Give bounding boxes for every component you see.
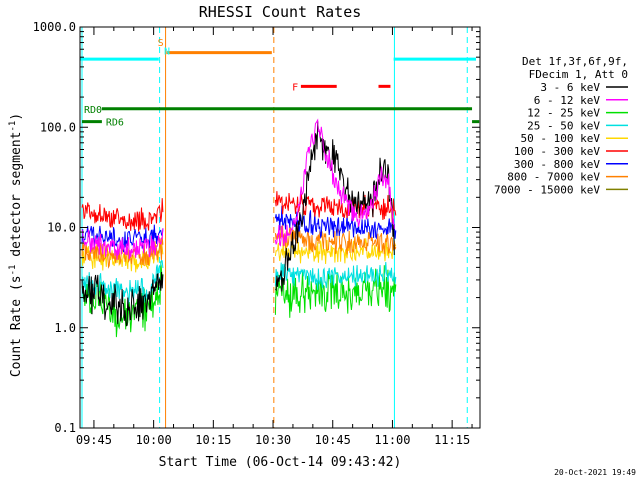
legend-label: 3 - 6 keV (540, 81, 600, 94)
chart-title: RHESSI Count Rates (199, 3, 362, 21)
legend-label: 300 - 800 keV (514, 158, 600, 171)
axes (79, 26, 481, 429)
series-group (81, 118, 397, 338)
legend-header-line: FDecim 1, Att 0 (529, 68, 628, 81)
y-axis-label: Count Rate (s-1 detector segment-1) (8, 113, 24, 377)
y-axis-label-part: detector segment (9, 132, 24, 265)
y-tick-label: 1000.0 (33, 20, 76, 34)
flag-label: RD0 (84, 105, 102, 116)
x-tick-label: 10:15 (195, 433, 231, 447)
flag-label: N (164, 46, 170, 57)
series-line (274, 191, 397, 223)
y-axis-label-superscript: -1 (8, 121, 18, 132)
y-axis-label-part: ) (9, 113, 24, 121)
flag-label: F (292, 82, 298, 93)
series-line (274, 265, 397, 318)
legend-header-line: Det 1f,3f,6f,9f, (522, 55, 628, 68)
x-tick-label: 11:15 (434, 433, 470, 447)
series-line (81, 228, 164, 260)
y-tick-label: 100.0 (40, 120, 76, 134)
x-tick-label: 10:30 (255, 433, 291, 447)
y-tick-label: 10.0 (47, 221, 76, 235)
x-tick-label: 11:00 (374, 433, 410, 447)
legend-label: 50 - 100 keV (521, 132, 601, 145)
y-tick-label: 0.1 (54, 421, 76, 435)
x-tick-label: 10:00 (136, 433, 172, 447)
series-line (274, 261, 397, 290)
x-axis-label: Start Time (06-Oct-14 09:43:42) (159, 455, 402, 470)
legend-label: 100 - 300 keV (514, 145, 600, 158)
series-line (274, 118, 395, 247)
x-tick-label: 09:45 (76, 433, 112, 447)
flag-label: RD6 (106, 118, 124, 129)
x-tick-label: 10:45 (315, 433, 351, 447)
flag-labels: SN F RD0 RD6 (84, 38, 298, 128)
legend-label: 25 - 50 keV (527, 119, 600, 132)
series-line (81, 198, 164, 232)
legend-label: 12 - 25 keV (527, 107, 600, 120)
legend-label: 7000 - 15000 keV (494, 183, 600, 196)
y-axis-label-part: Count Rate (s (9, 275, 24, 377)
legend-label: 6 - 12 keV (534, 94, 601, 107)
flag-label: S (158, 38, 164, 49)
series-line (81, 271, 164, 327)
flag-bars (80, 51, 480, 124)
x-tick-labels: 09:45 10:00 10:15 10:30 10:45 11:00 11:15 (76, 433, 470, 447)
y-axis-label-superscript: -1 (8, 265, 18, 276)
legend: Det 1f,3f,6f,9f, FDecim 1, Att 0 3 - 6 k… (494, 55, 628, 196)
y-tick-label: 1.0 (54, 321, 76, 335)
legend-label: 800 - 7000 keV (507, 171, 600, 184)
generation-timestamp: 20-Oct-2021 19:49 (554, 468, 636, 477)
y-tick-labels: 0.1 1.0 10.0 100.0 1000.0 (33, 20, 76, 435)
